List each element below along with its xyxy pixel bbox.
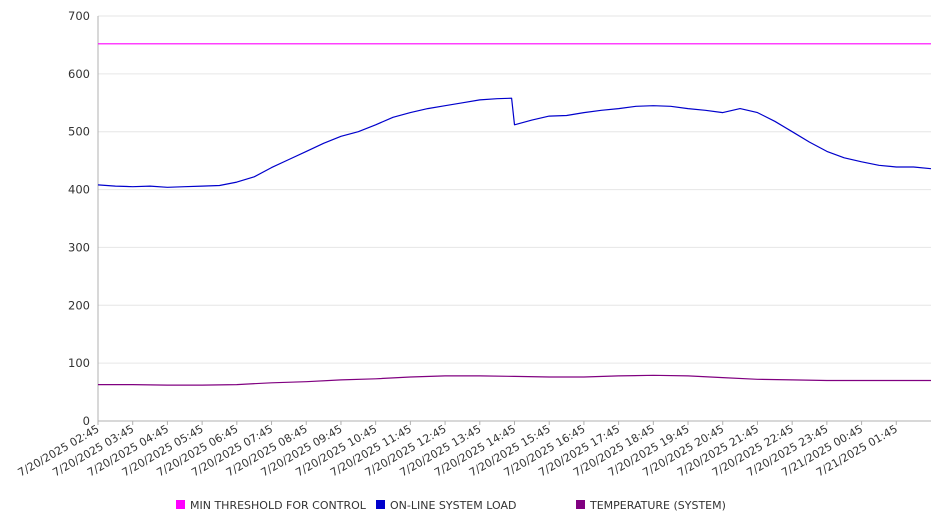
series-line-2 (98, 374, 931, 386)
y-tick-label: 200 (68, 298, 90, 312)
y-axis-ticks: 0 100 200 300 400 500 600 700 (68, 9, 90, 428)
legend-swatch (576, 500, 585, 509)
legend-swatch (176, 500, 185, 509)
y-tick-label: 500 (68, 125, 90, 139)
x-axis-ticks: 7/20/2025 02:457/20/2025 03:457/20/2025 … (16, 421, 900, 479)
grid-lines (98, 15, 931, 422)
legend: MIN THRESHOLD FOR CONTROL ON-LINE SYSTEM … (176, 499, 726, 512)
series-line-1 (97, 97, 932, 188)
y-tick-label: 0 (83, 414, 90, 428)
legend-label: MIN THRESHOLD FOR CONTROL (190, 499, 367, 512)
axes (97, 16, 931, 422)
y-tick-label: 300 (68, 240, 90, 254)
y-tick-label: 600 (68, 67, 90, 81)
series-lines (97, 43, 932, 386)
y-tick-label: 100 (68, 356, 90, 370)
legend-label: TEMPERATURE (SYSTEM) (589, 499, 726, 512)
y-tick-label: 700 (68, 9, 90, 23)
legend-label: ON-LINE SYSTEM LOAD (390, 499, 516, 512)
y-tick-label: 400 (68, 183, 90, 197)
legend-swatch (376, 500, 385, 509)
